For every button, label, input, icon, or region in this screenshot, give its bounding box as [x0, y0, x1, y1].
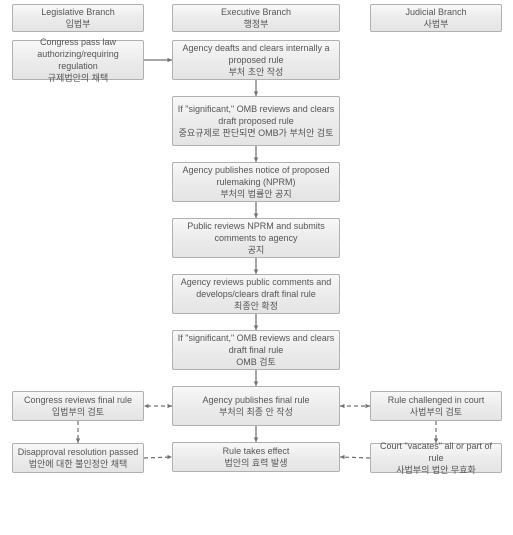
box-en: Agency reviews public comments and devel… [177, 276, 335, 300]
box-exe_nprm: Agency publishes notice of proposed rule… [172, 162, 340, 202]
box-ko: 사법부 [424, 18, 449, 30]
box-en: Disapproval resolution passed [18, 446, 139, 458]
box-ko: 입법부의 검토 [52, 406, 104, 418]
box-en: If "significant," OMB reviews and clears… [177, 103, 335, 127]
box-jud_header: Judicial Branch사법부 [370, 4, 502, 32]
box-exe_header: Executive Branch행정부 [172, 4, 340, 32]
box-en: Executive Branch [221, 6, 291, 18]
box-en: Court "vacates" all or part of rule [375, 440, 497, 464]
box-ko: 법안의 효력 발생 [225, 457, 288, 469]
box-ko: 공지 [248, 244, 265, 256]
box-exe_omb2: If "significant," OMB reviews and clears… [172, 330, 340, 370]
box-leg_review: Congress reviews final rule입법부의 검토 [12, 391, 144, 421]
box-ko: 최종안 확정 [234, 300, 278, 312]
box-en: Judicial Branch [405, 6, 466, 18]
box-en: Agency publishes notice of proposed rule… [177, 164, 335, 188]
box-jud_challenge: Rule challenged in court사법부의 검토 [370, 391, 502, 421]
box-en: Rule challenged in court [388, 394, 485, 406]
box-en: Agency deafts and clears internally a pr… [177, 42, 335, 66]
box-en: Public reviews NPRM and submits comments… [177, 220, 335, 244]
box-exe_review: Agency reviews public comments and devel… [172, 274, 340, 314]
box-exe_publish: Agency publishes final rule부처의 최종 안 작성 [172, 386, 340, 426]
box-ko: 부처 초안 작성 [229, 66, 284, 78]
box-en: If "significant," OMB reviews and clears… [177, 332, 335, 356]
box-exe_public: Public reviews NPRM and submits comments… [172, 218, 340, 258]
box-jud_vacate: Court "vacates" all or part of rule사법부의 … [370, 443, 502, 473]
box-en: Rule takes effect [223, 445, 290, 457]
box-leg_disapp: Disapproval resolution passed법안에 대한 불인정안… [12, 443, 144, 473]
box-leg_pass: Congress pass law authorizing/requiring … [12, 40, 144, 80]
box-ko: 부처의 법률안 공지 [220, 188, 291, 200]
box-exe_effect: Rule takes effect법안의 효력 발생 [172, 442, 340, 472]
box-en: Agency publishes final rule [202, 394, 309, 406]
box-ko: 행정부 [244, 18, 269, 30]
box-ko: 중요규제로 판단되면 OMB가 부처안 검토 [179, 127, 334, 139]
box-ko: 사법부의 검토 [410, 406, 462, 418]
box-exe_draft: Agency deafts and clears internally a pr… [172, 40, 340, 80]
box-ko: 법안에 대한 불인정안 채택 [29, 458, 128, 470]
box-en: Congress reviews final rule [24, 394, 132, 406]
box-ko: OMB 검토 [236, 356, 276, 368]
box-ko: 사법부의 법안 무효화 [396, 464, 476, 476]
box-ko: 부처의 최종 안 작성 [219, 406, 293, 418]
box-leg_header: Legislative Branch입법부 [12, 4, 144, 32]
box-exe_omb1: If "significant," OMB reviews and clears… [172, 96, 340, 146]
box-en: Legislative Branch [41, 6, 115, 18]
box-ko: 입법부 [66, 18, 91, 30]
box-en: Congress pass law authorizing/requiring … [17, 36, 139, 72]
box-ko: 규제법안의 채택 [48, 72, 108, 84]
